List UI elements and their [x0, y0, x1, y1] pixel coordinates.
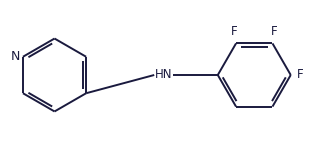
- Text: HN: HN: [155, 68, 173, 81]
- Text: N: N: [11, 50, 20, 63]
- Text: F: F: [231, 24, 238, 38]
- Text: F: F: [297, 69, 303, 81]
- Text: F: F: [271, 24, 278, 38]
